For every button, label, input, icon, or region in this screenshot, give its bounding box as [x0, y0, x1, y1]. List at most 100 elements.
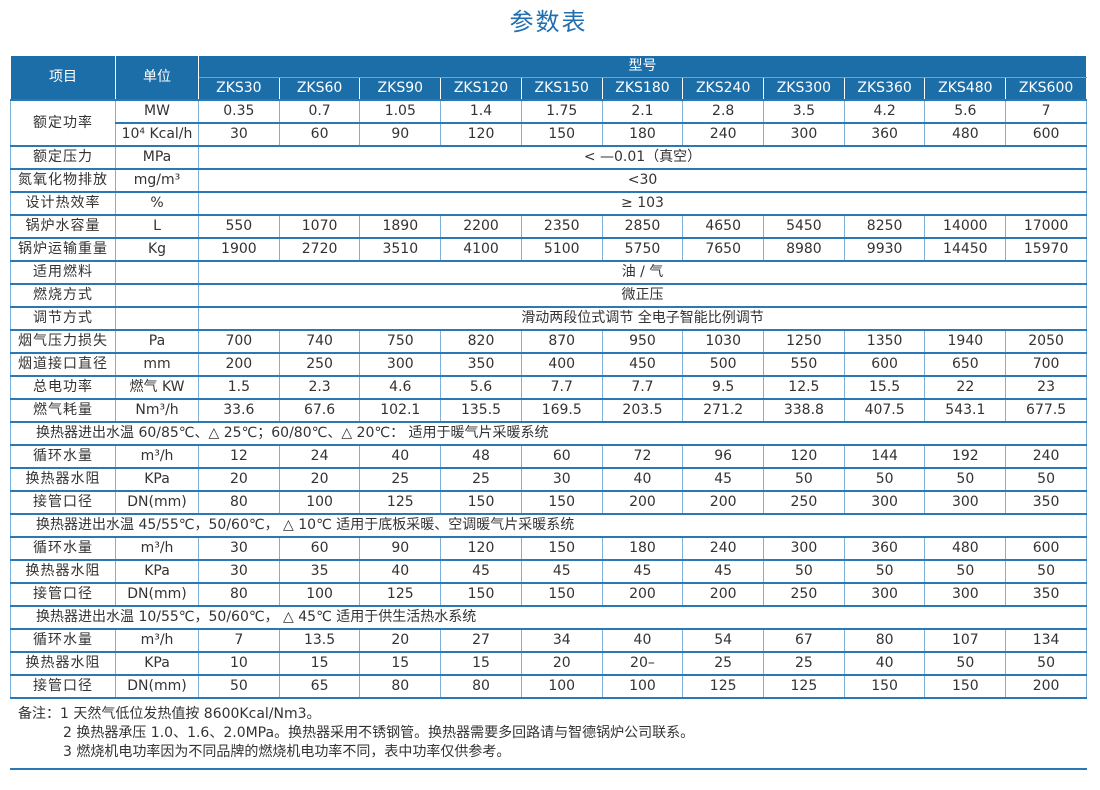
- row-item: 总电功率: [10, 375, 116, 399]
- row-value: 107: [924, 628, 1007, 652]
- row-value: 150: [520, 582, 603, 606]
- table-row: 换热器水阻 KPa 20 20 25 25 30 40 45 50 50 50 50: [10, 467, 1087, 491]
- row-value: 12.5: [763, 375, 845, 399]
- row-unit: %: [115, 191, 199, 215]
- row-value: <30: [198, 168, 1087, 192]
- row-value: 15.5: [843, 375, 926, 399]
- row-value: 滑动两段位式调节 全电子智能比例调节: [198, 306, 1087, 330]
- section-row: 换热器进出水温 60/85℃、△ 25℃；60/80℃、△ 20℃： 适用于暖气…: [10, 421, 1087, 445]
- row-value: 10: [198, 651, 280, 675]
- row-value: 14000: [924, 214, 1007, 238]
- row-value: 40: [359, 444, 442, 468]
- row-value: 72: [601, 444, 684, 468]
- row-value: 200: [601, 490, 684, 514]
- row-value: 30: [198, 122, 280, 146]
- divider: [10, 768, 1087, 770]
- row-value: 45: [601, 559, 684, 583]
- row-value: 125: [763, 674, 845, 699]
- row-value: 1.5: [198, 375, 280, 399]
- table-row: 烟气压力损失 Pa 700 740 750 820 870 950 1030 1250 1350 19…: [10, 329, 1087, 353]
- row-value: 9.5: [682, 375, 765, 399]
- row-value: 360: [843, 122, 926, 146]
- row-value: 25: [682, 651, 765, 675]
- table-row: 锅炉水容量 L 550 1070 1890 2200 2350 2850 4650 5450 825…: [10, 214, 1087, 238]
- row-value: 240: [682, 536, 765, 560]
- row-value: 180: [601, 536, 684, 560]
- model-header: ZKS600: [1005, 77, 1087, 101]
- row-value: 100: [601, 674, 684, 699]
- row-value: 100: [520, 674, 603, 699]
- row-value: 2720: [278, 237, 361, 261]
- row-value: 50: [1005, 559, 1087, 583]
- row-value: 油 / 气: [198, 260, 1087, 284]
- row-value: 5450: [763, 214, 845, 238]
- row-value: 500: [682, 352, 765, 376]
- row-value: 40: [843, 651, 926, 675]
- row-value: 5750: [601, 237, 684, 261]
- table-row: 适用燃料 油 / 气: [10, 260, 1087, 284]
- row-value: 134: [1005, 628, 1087, 652]
- row-unit: DN(mm): [115, 490, 199, 514]
- row-value: 300: [359, 352, 442, 376]
- row-value: 750: [359, 329, 442, 353]
- row-value: 4650: [682, 214, 765, 238]
- table-row: 换热器水阻 KPa 10 15 15 15 20 20– 25 25 40 50 50: [10, 651, 1087, 675]
- row-value: 135.5: [440, 398, 522, 422]
- row-value: 50: [763, 559, 845, 583]
- row-item: 适用燃料: [10, 260, 116, 284]
- table-row: 循环水量 m³/h 30 60 90 120 150 180 240 300 360 480 600: [10, 536, 1087, 560]
- row-value: 60: [278, 536, 361, 560]
- row-value: 150: [520, 490, 603, 514]
- row-value: 12: [198, 444, 280, 468]
- row-value: 15: [359, 651, 442, 675]
- row-value: 48: [440, 444, 522, 468]
- row-item: 接管口径: [10, 582, 116, 606]
- row-unit: [115, 306, 199, 330]
- row-value: 650: [924, 352, 1007, 376]
- row-unit: m³/h: [115, 536, 199, 560]
- row-value: 30: [198, 559, 280, 583]
- row-value: 2050: [1005, 329, 1087, 353]
- row-item: 换热器水阻: [10, 651, 116, 675]
- row-value: 550: [763, 352, 845, 376]
- row-value: < —0.01（真空）: [198, 145, 1087, 169]
- row-value: 7: [198, 628, 280, 652]
- row-value: 45: [520, 559, 603, 583]
- row-unit: KPa: [115, 651, 199, 675]
- row-value: 50: [843, 559, 926, 583]
- row-value: 96: [682, 444, 765, 468]
- row-value: 203.5: [601, 398, 684, 422]
- row-value: 15: [278, 651, 361, 675]
- row-value: 2200: [440, 214, 522, 238]
- row-value: 240: [682, 122, 765, 146]
- row-value: 1.75: [520, 99, 603, 123]
- row-value: 2.3: [278, 375, 361, 399]
- row-value: 2350: [520, 214, 603, 238]
- table-row: 额定功率 MW 0.35 0.7 1.05 1.4 1.75 2.1 2.8 3.5 4.2 5.6 7: [10, 99, 1087, 146]
- row-value: 17000: [1005, 214, 1087, 238]
- note-item: 2 换热器承压 1.0、1.6、2.0MPa。换热器采用不锈钢管。换热器需要多回…: [63, 725, 695, 741]
- notes: 备注：1 天然气低位发热值按 8600Kcal/Nm3。 2 换热器承压 1.0…: [10, 705, 1087, 762]
- row-unit: 燃气 KW: [115, 375, 199, 399]
- row-value: 125: [682, 674, 765, 699]
- row-value: 微正压: [198, 283, 1087, 307]
- model-header: ZKS480: [924, 77, 1007, 101]
- row-value: 200: [682, 490, 765, 514]
- note-item: 1 天然气低位发热值按 8600Kcal/Nm3。: [60, 706, 321, 722]
- row-value: 22: [924, 375, 1007, 399]
- row-value: 3.5: [763, 99, 845, 123]
- row-value: 240: [1005, 444, 1087, 468]
- row-value: 120: [763, 444, 845, 468]
- row-value: 150: [843, 674, 926, 699]
- table-row: 接管口径 DN(mm) 80 100 125 150 150 200 200 250 300 300 3…: [10, 490, 1087, 514]
- row-value: 67: [763, 628, 845, 652]
- row-value: 4100: [440, 237, 522, 261]
- row-value: 180: [601, 122, 684, 146]
- row-value: 33.6: [198, 398, 280, 422]
- row-item: 换热器水阻: [10, 559, 116, 583]
- row-value: 950: [601, 329, 684, 353]
- note-item: 3 燃烧机电功率因为不同品牌的燃烧机电功率不同，表中功率仅供参考。: [63, 744, 511, 760]
- row-value: 1250: [763, 329, 845, 353]
- row-value: 550: [198, 214, 280, 238]
- row-value: 8250: [843, 214, 926, 238]
